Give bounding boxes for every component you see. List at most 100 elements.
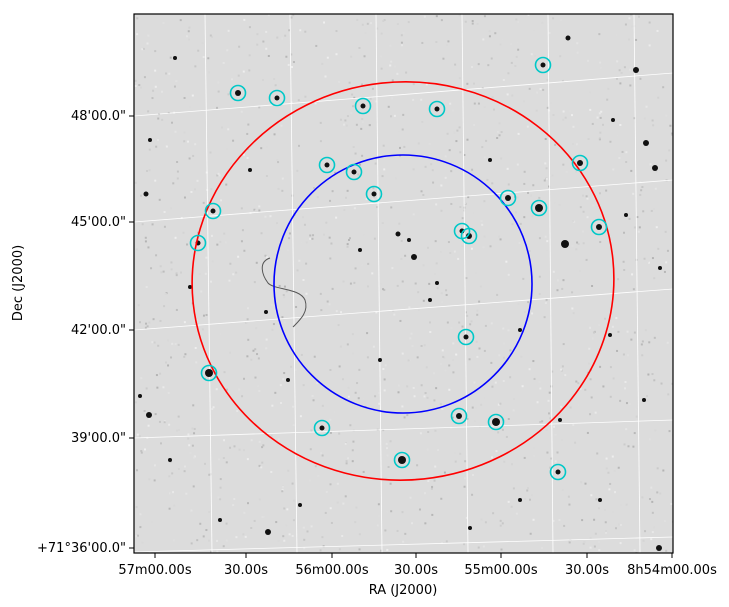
noise-pixel	[536, 401, 539, 404]
noise-pixel	[484, 324, 487, 327]
noise-pixel	[593, 545, 596, 548]
noise-pixel	[648, 21, 651, 24]
noise-pixel	[258, 440, 261, 443]
star	[456, 413, 462, 419]
noise-pixel	[335, 216, 338, 219]
noise-pixel	[188, 26, 191, 29]
noise-pixel	[329, 431, 332, 434]
noise-pixel	[425, 83, 428, 86]
noise-pixel	[527, 191, 530, 194]
noise-pixel	[404, 532, 407, 535]
noise-pixel	[585, 195, 588, 198]
noise-pixel	[261, 79, 264, 82]
noise-pixel	[625, 151, 628, 154]
noise-pixel	[407, 359, 410, 362]
noise-pixel	[425, 366, 428, 369]
noise-pixel	[512, 409, 515, 412]
noise-pixel	[583, 540, 586, 543]
noise-pixel	[538, 380, 541, 383]
noise-pixel	[136, 534, 139, 537]
star	[264, 310, 268, 314]
noise-pixel	[633, 226, 636, 229]
noise-pixel	[605, 467, 608, 470]
noise-pixel	[383, 378, 386, 381]
noise-pixel	[370, 22, 373, 25]
noise-pixel	[577, 243, 580, 246]
noise-pixel	[265, 146, 268, 149]
noise-pixel	[490, 57, 493, 60]
noise-pixel	[193, 432, 196, 435]
noise-pixel	[216, 243, 219, 246]
noise-pixel	[359, 163, 362, 166]
x-tick-label: 30.00s	[565, 563, 609, 578]
noise-pixel	[604, 508, 607, 511]
noise-pixel	[473, 123, 476, 126]
noise-pixel	[473, 420, 476, 423]
noise-pixel	[152, 318, 155, 321]
noise-pixel	[440, 209, 443, 212]
noise-pixel	[466, 417, 469, 420]
noise-pixel	[526, 125, 529, 128]
noise-pixel	[510, 505, 513, 508]
noise-pixel	[402, 113, 405, 116]
noise-pixel	[143, 410, 146, 413]
noise-pixel	[298, 144, 301, 147]
source-marker	[268, 89, 286, 107]
star	[205, 369, 213, 377]
noise-pixel	[458, 77, 461, 80]
star	[319, 425, 325, 431]
noise-pixel	[423, 492, 426, 495]
noise-pixel	[262, 444, 265, 447]
noise-pixel	[506, 93, 509, 96]
noise-pixel	[171, 472, 174, 475]
star	[274, 95, 280, 101]
noise-pixel	[589, 91, 592, 94]
noise-pixel	[441, 349, 444, 352]
noise-pixel	[616, 77, 619, 80]
noise-pixel	[665, 114, 668, 117]
noise-pixel	[199, 522, 202, 525]
noise-pixel	[599, 66, 602, 69]
noise-pixel	[496, 196, 499, 199]
noise-pixel	[523, 170, 526, 173]
noise-pixel	[589, 378, 592, 381]
noise-pixel	[490, 361, 493, 364]
noise-pixel	[393, 114, 396, 117]
source-marker	[428, 100, 446, 118]
noise-pixel	[400, 257, 403, 260]
noise-pixel	[605, 189, 608, 192]
noise-pixel	[655, 170, 658, 173]
noise-pixel	[524, 14, 527, 17]
noise-pixel	[552, 519, 555, 522]
noise-pixel	[510, 61, 513, 64]
noise-pixel	[482, 38, 485, 41]
noise-pixel	[500, 131, 503, 134]
noise-pixel	[447, 40, 450, 43]
noise-pixel	[431, 485, 434, 488]
noise-pixel	[196, 539, 199, 542]
noise-pixel	[500, 423, 503, 426]
noise-pixel	[274, 391, 277, 394]
noise-pixel	[531, 215, 534, 218]
noise-pixel	[662, 545, 665, 548]
noise-pixel	[238, 448, 241, 451]
noise-pixel	[539, 420, 542, 423]
noise-pixel	[386, 511, 389, 514]
noise-pixel	[260, 466, 263, 469]
noise-pixel	[265, 47, 268, 50]
noise-pixel	[297, 99, 300, 102]
star	[298, 503, 302, 507]
noise-pixel	[146, 42, 149, 45]
noise-pixel	[530, 53, 533, 56]
noise-pixel	[176, 429, 179, 432]
noise-pixel	[148, 148, 151, 151]
noise-pixel	[502, 356, 505, 359]
noise-pixel	[140, 451, 143, 454]
noise-pixel	[543, 316, 546, 319]
noise-pixel	[598, 112, 601, 115]
noise-pixel	[651, 511, 654, 514]
noise-pixel	[255, 261, 258, 264]
noise-pixel	[143, 448, 146, 451]
noise-pixel	[452, 109, 455, 112]
noise-pixel	[283, 285, 286, 288]
